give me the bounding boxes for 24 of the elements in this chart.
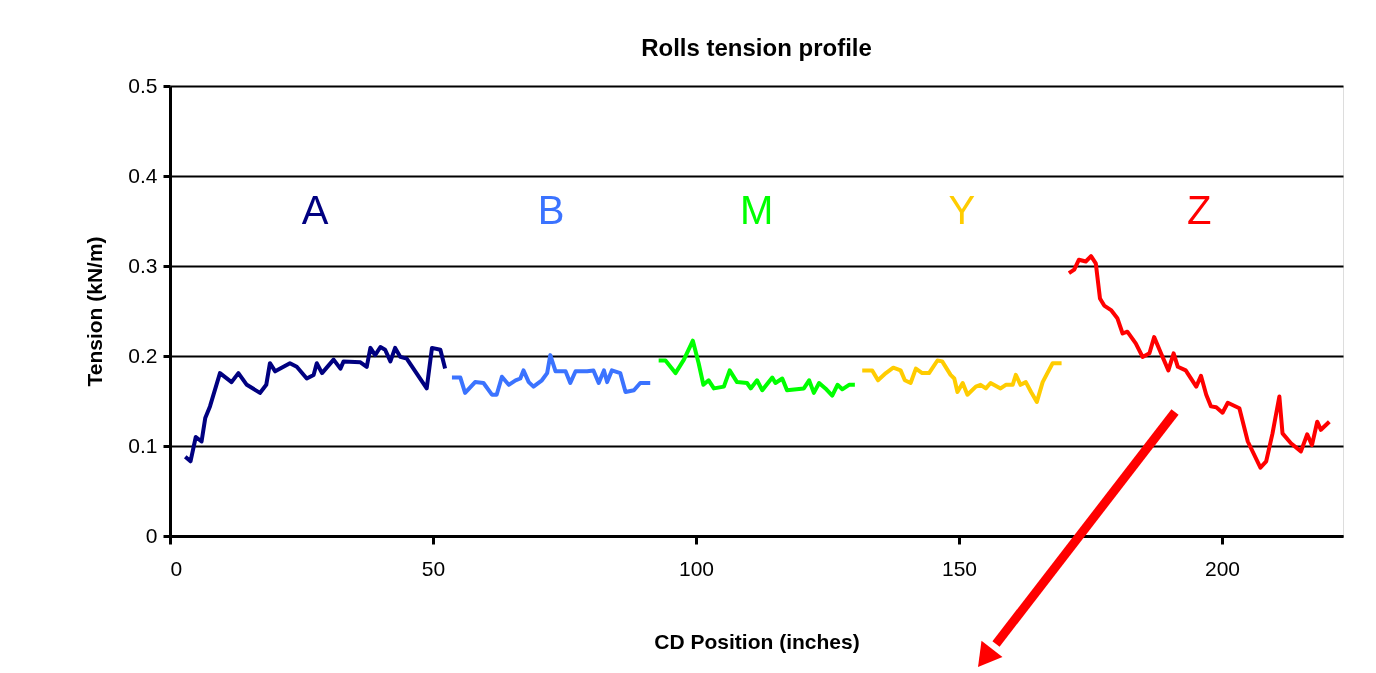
x-tick-label: 0 (170, 556, 183, 580)
y-tick-label: 0.5 (128, 73, 158, 97)
text: M (740, 188, 774, 232)
y-tick-label: 0 (145, 523, 158, 547)
line-series (656, 338, 857, 398)
x-tick-label: 100 (678, 556, 715, 580)
line-series (183, 345, 448, 464)
y-tick-label: 0.4 (128, 163, 158, 187)
text: B (537, 188, 565, 232)
y-tick-label: 0.2 (128, 343, 158, 367)
line-series (1066, 254, 1332, 470)
text: A (301, 188, 329, 232)
x-tick-label: 50 (421, 556, 446, 580)
text: Y (948, 188, 976, 232)
x-tick-label: 200 (1204, 556, 1241, 580)
chart-title: Rolls tension profile (641, 34, 872, 61)
y-tick-label: 0.1 (128, 433, 158, 457)
line-series (860, 358, 1064, 404)
text: Z (1186, 188, 1212, 232)
y-tick-label: 0.3 (128, 253, 158, 277)
line-series (449, 353, 653, 397)
y-axis-title: Tension (kN/m) (83, 236, 107, 387)
x-tick-label: 150 (941, 556, 978, 580)
x-axis-title: CD Position (inches) (654, 629, 860, 653)
